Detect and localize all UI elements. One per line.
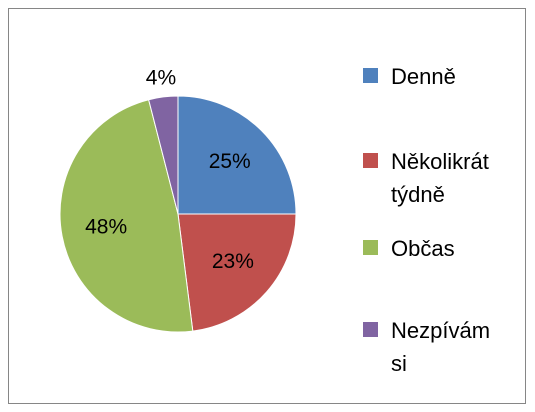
legend-swatch	[363, 240, 378, 255]
pie-slice	[177, 95, 297, 215]
legend-swatch	[363, 322, 378, 337]
data-label: 48%	[85, 215, 127, 238]
data-label: 25%	[209, 150, 251, 173]
data-label: 4%	[146, 67, 176, 90]
legend-swatch	[363, 153, 378, 168]
legend-label: Denně	[391, 64, 456, 89]
pie-slice	[148, 95, 179, 215]
chart-frame	[8, 8, 526, 404]
data-label: 23%	[212, 250, 254, 273]
pie-slice	[177, 213, 297, 332]
pie-slice	[59, 99, 194, 333]
legend-swatch	[363, 68, 378, 83]
legend-label: Několikrát týdně	[391, 149, 489, 207]
legend-label: Občas	[391, 236, 455, 261]
legend-label: Nezpívám si	[391, 318, 491, 376]
